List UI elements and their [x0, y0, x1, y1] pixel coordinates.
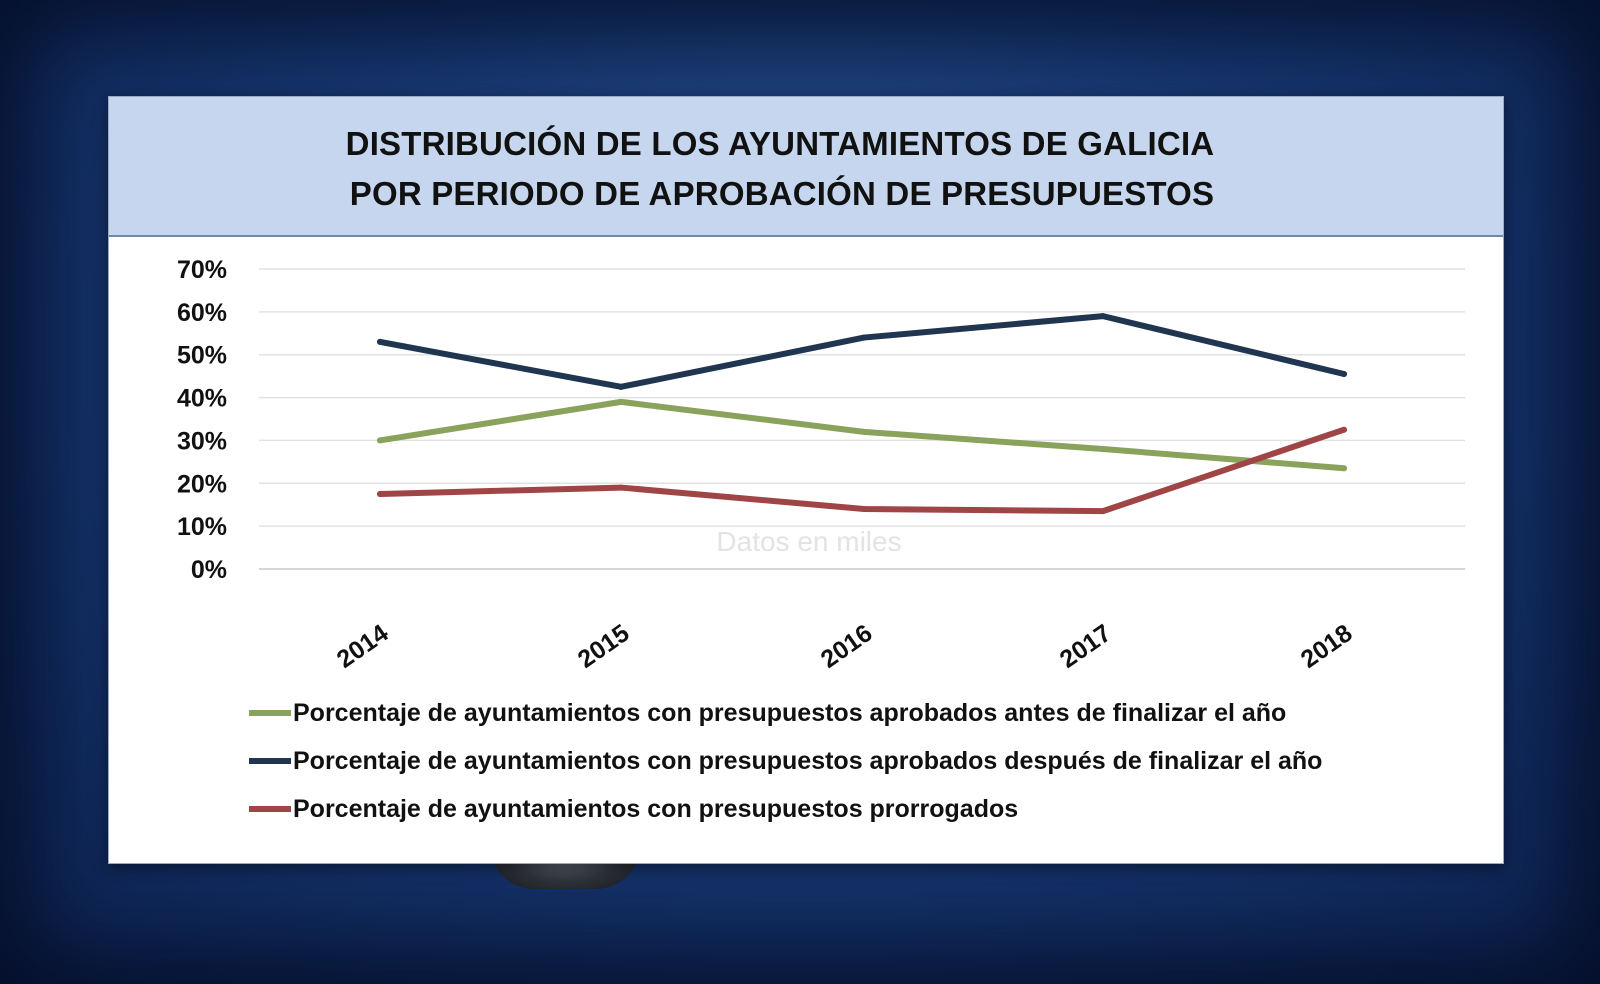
chart-legend: Porcentaje de ayuntamientos con presupue… — [249, 689, 1489, 833]
series-line-despues-point — [861, 334, 867, 341]
x-tick-label: 2014 — [332, 619, 394, 674]
series-line-despues-point — [377, 338, 383, 345]
line-chart: 0% 10% 20% 30% 40% 50% 60% 70% 2014 2015 2016 2017… — [177, 256, 1465, 674]
chart-title-line-2: POR PERIODO DE APROBACIÓN DE PRESUPUESTO… — [349, 175, 1215, 212]
series-line-antes-point — [1341, 465, 1347, 472]
series-line-despues-point — [618, 383, 624, 390]
series-line-despues-point — [1341, 371, 1347, 377]
legend-item-prorrogados: Porcentaje de ayuntamientos con presupue… — [249, 785, 1489, 833]
chart-title-line-1: DISTRIBUCIÓN DE LOS AYUNTAMIENTOS DE GAL… — [345, 125, 1215, 162]
y-tick-label: 40% — [177, 385, 227, 413]
chart-panel: DISTRIBUCIÓN DE LOS AYUNTAMIENTOS DE GAL… — [108, 96, 1504, 864]
x-axis-ticks: 2014 2015 2016 2017 2018 — [332, 619, 1358, 674]
legend-swatch-despues — [249, 758, 291, 764]
x-tick-label: 2015 — [573, 619, 635, 674]
y-tick-label: 50% — [177, 342, 227, 370]
legend-item-antes: Porcentaje de ayuntamientos con presupue… — [249, 689, 1489, 737]
legend-label-prorrogados: Porcentaje de ayuntamientos con presupue… — [293, 794, 1019, 823]
series-line-antes-point — [377, 437, 383, 444]
series-line-prorrogados-point — [861, 506, 867, 512]
series-line-antes-point — [861, 428, 867, 435]
y-tick-label: 60% — [177, 299, 227, 327]
x-tick-label: 2016 — [816, 619, 878, 674]
legend-label-antes: Porcentaje de ayuntamientos con presupue… — [293, 698, 1287, 727]
series-line-antes — [377, 398, 1347, 472]
watermark-text: Datos en miles — [716, 526, 901, 557]
legend-swatch-antes — [249, 710, 291, 716]
series-line-despues-point — [1100, 313, 1106, 320]
series-lines — [377, 313, 1347, 515]
series-line-antes-point — [1100, 446, 1106, 452]
y-tick-label: 0% — [191, 556, 227, 584]
series-line-prorrogados-point — [618, 484, 624, 491]
y-axis-ticks: 0% 10% 20% 30% 40% 50% 60% 70% — [177, 256, 227, 584]
series-line-prorrogados-point — [1100, 508, 1106, 515]
gridlines — [259, 268, 1465, 570]
legend-label-despues: Porcentaje de ayuntamientos con presupue… — [293, 746, 1323, 775]
x-tick-label: 2017 — [1055, 619, 1117, 674]
series-line-prorrogados-point — [377, 491, 383, 497]
chart-header: DISTRIBUCIÓN DE LOS AYUNTAMIENTOS DE GAL… — [109, 97, 1503, 237]
series-line-antes-point — [618, 398, 624, 405]
y-tick-label: 10% — [177, 513, 227, 541]
legend-swatch-prorrogados — [249, 806, 291, 812]
legend-item-despues: Porcentaje de ayuntamientos con presupue… — [249, 737, 1489, 785]
y-tick-label: 30% — [177, 427, 227, 455]
y-tick-label: 70% — [177, 256, 227, 284]
series-line-prorrogados — [377, 426, 1347, 515]
x-tick-label: 2018 — [1296, 619, 1358, 674]
series-line-despues — [377, 313, 1347, 390]
y-tick-label: 20% — [177, 470, 227, 498]
series-line-prorrogados-point — [1341, 426, 1347, 433]
